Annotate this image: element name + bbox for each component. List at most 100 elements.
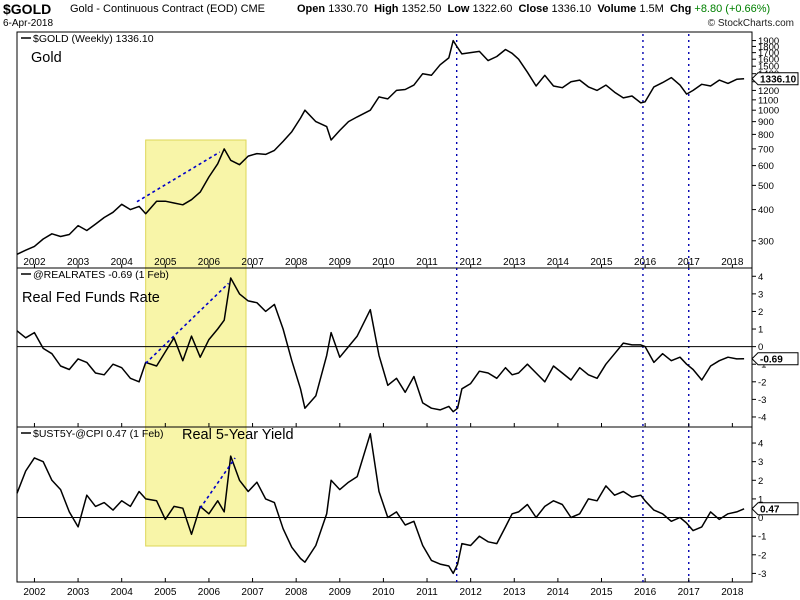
trend-line	[145, 282, 230, 364]
x-tick-label: 2016	[634, 587, 657, 598]
panel-label: Real 5-Year Yield	[182, 427, 294, 443]
y-tick-label: 700	[758, 144, 774, 155]
y-tick-label: 2	[758, 307, 763, 318]
y-tick-label: 3	[758, 457, 763, 468]
x-tick-label: 2005	[154, 587, 177, 598]
x-tick-label: 2014	[547, 257, 570, 268]
x-tick-label: 2004	[111, 257, 134, 268]
y-tick-label: 1100	[758, 95, 778, 106]
x-tick-label: 2005	[154, 257, 177, 268]
x-tick-label: 2011	[416, 587, 438, 598]
x-tick-label: 2012	[460, 257, 483, 268]
x-tick-label: 2010	[372, 587, 395, 598]
low-label: Low	[447, 3, 470, 15]
x-tick-label: 2002	[23, 257, 46, 268]
y-tick-label: 1700	[758, 48, 779, 59]
x-tick-label: 2006	[198, 587, 221, 598]
x-tick-label: 2007	[241, 257, 264, 268]
y-tick-label: 1600	[758, 55, 779, 66]
open-value: 1330.70	[328, 3, 368, 15]
x-tick-label: 2009	[329, 257, 352, 268]
x-tick-label: 2014	[547, 587, 570, 598]
y-tick-label: 1200	[758, 86, 779, 97]
y-tick-label: -4	[758, 412, 766, 423]
x-tick-label: 2018	[721, 587, 744, 598]
panel-title: $GOLD (Weekly) 1336.10	[33, 33, 154, 45]
close-label: Close	[518, 3, 549, 15]
panel-frame	[16, 31, 753, 269]
x-tick-label: 2003	[67, 587, 90, 598]
y-tick-label: -1	[758, 532, 766, 543]
high-label: High	[374, 3, 399, 15]
last-value-tag	[751, 352, 799, 366]
watermark: © StockCharts.com	[707, 18, 794, 29]
highlight-region	[145, 139, 247, 547]
x-tick-label: 2011	[416, 257, 438, 268]
ticker-symbol: $GOLD	[3, 1, 52, 17]
x-tick-label: 2015	[590, 257, 613, 268]
open-label: Open	[297, 3, 326, 15]
y-tick-label: 400	[758, 205, 774, 216]
y-tick-label: 1000	[758, 106, 779, 117]
y-tick-label: 1500	[758, 62, 779, 73]
panel-label: Gold	[31, 50, 62, 66]
x-tick-label: 2004	[111, 587, 134, 598]
trend-line	[136, 151, 221, 203]
y-tick-label: 0	[758, 513, 763, 524]
chart-header: $GOLD Gold - Continuous Contract (EOD) C…	[0, 0, 800, 32]
y-tick-label: 1900	[758, 36, 779, 47]
last-value-label: -0.69	[760, 354, 783, 365]
y-tick-label: 800	[758, 130, 774, 141]
y-tick-label: -2	[758, 377, 766, 388]
x-tick-label: 2010	[372, 257, 395, 268]
y-tick-label: 0	[758, 342, 763, 353]
y-tick-label: 2	[758, 476, 763, 487]
x-tick-label: 2008	[285, 587, 308, 598]
series-line	[16, 277, 745, 413]
y-tick-label: 4	[758, 272, 763, 283]
y-tick-label: 500	[758, 181, 774, 192]
x-tick-label: 2013	[503, 587, 526, 598]
x-tick-label: 2006	[198, 257, 221, 268]
trend-line	[199, 457, 236, 509]
y-tick-label: 1	[758, 325, 763, 336]
low-value: 1322.60	[472, 3, 513, 15]
x-tick-label: 2015	[590, 587, 613, 598]
y-tick-label: 600	[758, 161, 774, 172]
panel-label: Real Fed Funds Rate	[22, 290, 160, 306]
last-value-label: 1336.10	[760, 74, 797, 85]
close-value: 1336.10	[551, 3, 592, 15]
x-tick-label: 2013	[503, 257, 526, 268]
x-tick-label: 2002	[23, 587, 46, 598]
x-tick-label: 2007	[241, 587, 264, 598]
panel-title: $UST5Y-@CPI 0.47 (1 Feb)	[33, 428, 164, 440]
x-tick-label: 2008	[285, 257, 308, 268]
y-tick-label: -3	[758, 569, 766, 580]
panel-frame	[16, 426, 753, 583]
y-tick-label: 1800	[758, 42, 779, 53]
y-tick-label: -2	[758, 550, 766, 561]
last-value-label: 0.47	[760, 504, 780, 515]
contract-name: Gold - Continuous Contract (EOD) CME	[70, 3, 266, 15]
x-tick-label: 2018	[721, 257, 744, 268]
last-value-tag	[751, 72, 799, 86]
y-tick-label: 900	[758, 117, 774, 128]
series-line	[16, 432, 745, 575]
y-tick-label: 1	[758, 494, 763, 505]
quote-date: 6-Apr-2018	[3, 18, 54, 29]
high-value: 1352.50	[401, 3, 442, 15]
x-tick-label: 2009	[329, 587, 352, 598]
x-tick-label: 2003	[67, 257, 90, 268]
y-tick-label: -3	[758, 395, 766, 406]
y-tick-label: 3	[758, 289, 763, 300]
x-tick-label: 2016	[634, 257, 657, 268]
quote-bar: Open 1330.70 High 1352.50 Low 1322.60 Cl…	[297, 3, 770, 15]
volume-value: 1.5M	[639, 3, 664, 15]
x-tick-label: 2017	[678, 587, 701, 598]
last-value-tag	[751, 502, 799, 516]
y-tick-label: 4	[758, 439, 763, 450]
volume-label: Volume	[597, 3, 637, 15]
panel-title: @REALRATES -0.69 (1 Feb)	[33, 269, 169, 281]
chg-value: +8.80 (+0.66%)	[694, 3, 771, 15]
